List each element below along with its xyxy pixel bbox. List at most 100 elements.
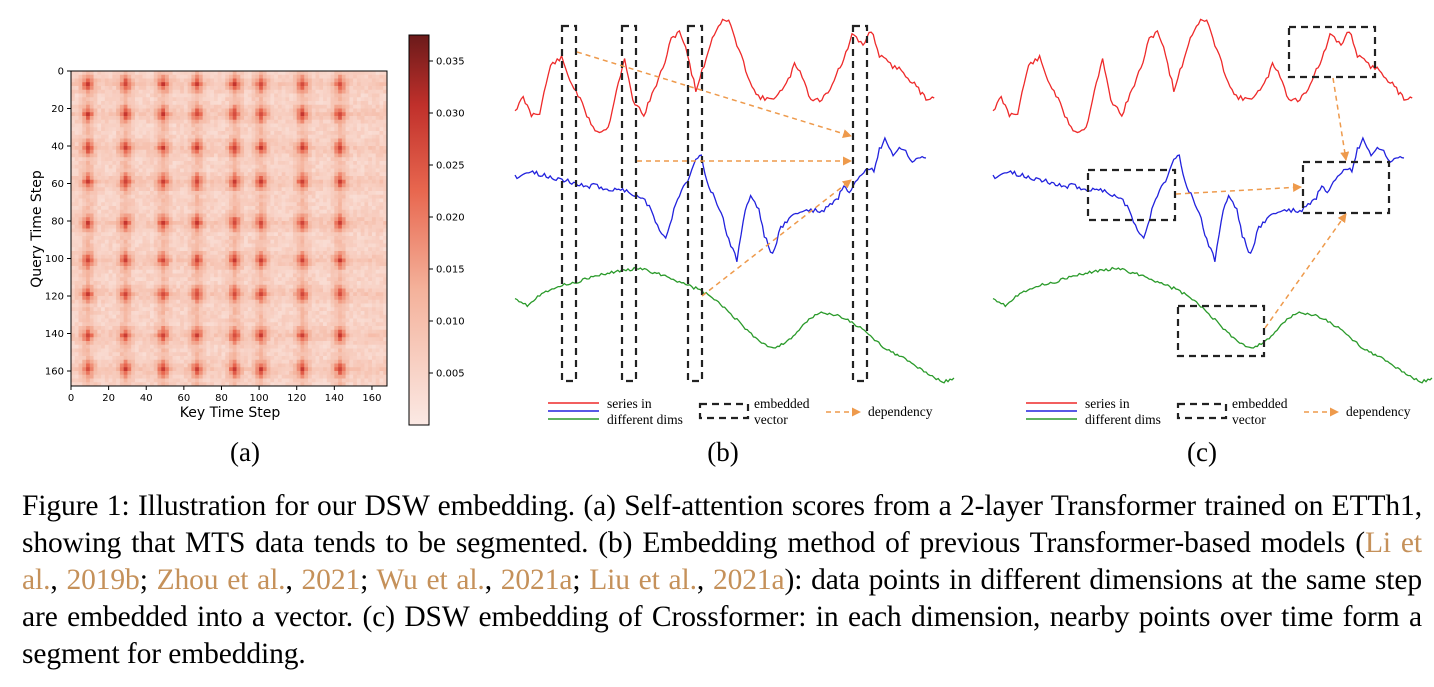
heatmap-cell [236,108,241,113]
heatmap-cell [225,142,230,147]
heatmap-cell [326,119,331,124]
heatmap-cell [281,71,286,76]
heatmap-cell [334,168,339,173]
heatmap-cell [326,134,331,139]
heatmap-cell [281,142,286,147]
heatmap-cell [244,127,249,132]
heatmap-cell [304,176,309,181]
heatmap-cell [93,157,98,162]
heatmap-cell [191,254,196,259]
heatmap-cell [375,172,380,177]
heatmap-cell [281,224,286,229]
heatmap-cell [353,134,358,139]
heatmap-cell [364,284,369,289]
heatmap-cell [326,277,331,282]
heatmap-cell [236,202,241,207]
heatmap-cell [360,179,365,184]
heatmap-cell [176,202,181,207]
heatmap-cell [292,258,298,263]
heatmap-cell [157,104,162,109]
heatmap-cell [134,228,140,233]
heatmap-cell [198,86,203,91]
heatmap-cell [131,232,136,237]
heatmap-cell [165,213,170,218]
heatmap-cell [176,191,181,196]
heatmap-cell [360,108,365,113]
heatmap-cell [304,93,309,98]
heatmap-cell [104,213,109,218]
heatmap-cell [244,101,249,106]
heatmap-cell [180,157,185,162]
heatmap-cell [112,134,117,139]
heatmap-cell [289,146,294,151]
heatmap-cell [277,134,282,139]
heatmap-cell [379,146,384,151]
heatmap-cell [270,284,275,289]
heatmap-cell [338,71,343,76]
heatmap-cell [247,78,252,83]
heatmap-cell [338,172,343,177]
heatmap-cell [131,78,136,83]
heatmap-cell [213,251,219,256]
heatmap-cell [180,146,185,151]
heatmap-cell [353,266,358,271]
heatmap-cell [168,191,173,196]
heatmap-cell [71,74,76,79]
heatmap-cell [368,161,373,166]
heatmap-cell [131,187,136,192]
heatmap-cell [296,187,301,192]
heatmap-cell [259,202,264,207]
heatmap-cell [89,191,94,196]
heatmap-cell [285,157,290,162]
heatmap-cell [142,123,147,128]
heatmap-cell [247,236,252,241]
heatmap-cell [262,176,267,181]
heatmap-cell [206,281,211,286]
heatmap-cell [104,232,109,237]
heatmap-cell [157,164,162,169]
heatmap-cell [308,149,313,154]
heatmap-cell [375,142,380,147]
heatmap-cell [319,213,324,218]
heatmap-cell [187,202,192,207]
heatmap-cell [240,116,245,121]
heatmap-cell [221,78,226,83]
heatmap-cell [300,89,305,94]
heatmap-cell [255,262,260,267]
heatmap-cell [236,191,241,196]
heatmap-cell [176,224,181,229]
heatmap-cell [334,277,339,282]
heatmap-cell [101,82,106,87]
heatmap-cell [101,284,106,289]
heatmap-cell [172,183,177,188]
heatmap-cell [330,221,335,226]
heatmap-cell [240,183,245,188]
heatmap-cell [326,273,331,278]
heatmap-cell [300,142,305,147]
heatmap-cell [176,74,181,79]
heatmap-cell [112,243,117,248]
heatmap-cell [334,288,339,293]
heatmap-cell [150,93,155,98]
heatmap-cell [296,149,301,154]
heatmap-cell [360,217,365,222]
heatmap-cell [104,127,109,132]
heatmap-cell [323,112,328,117]
heatmap-cell [356,198,361,203]
heatmap-cell [341,123,346,128]
heatmap-cell [138,281,143,286]
heatmap-cell [210,292,215,297]
heatmap-cell [255,247,260,252]
heatmap-cell [157,243,162,248]
heatmap-cell [360,93,365,98]
heatmap-cell [74,89,79,94]
heatmap-cell [315,187,320,192]
heatmap-cell [172,254,177,259]
heatmap-cell [202,202,207,207]
panel-a: 0 20 40 60 80 100 120 140 160 020406080100120140… [29,34,465,467]
heatmap-cell [97,236,102,241]
heatmap-cell [198,224,203,229]
heatmap-cell [247,86,252,91]
heatmap-cell [334,198,339,203]
heatmap-cell [229,269,234,274]
